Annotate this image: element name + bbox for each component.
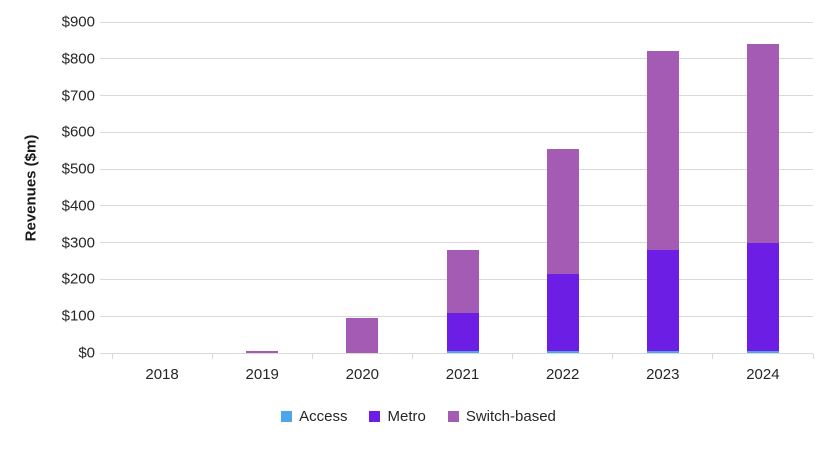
bar-segment-switch-based-2019	[246, 351, 279, 353]
x-tick-label: 2019	[245, 366, 279, 383]
x-axis-tick	[311, 354, 313, 359]
x-tick-label: 2024	[746, 366, 780, 383]
x-axis-tick	[612, 354, 614, 359]
bar-segment-access-2022	[546, 351, 579, 353]
bar-segment-metro-2022	[546, 273, 579, 352]
y-axis-tick	[100, 315, 112, 317]
gridline	[112, 58, 813, 60]
y-axis-tick	[100, 21, 112, 23]
y-tick-label: $900	[61, 13, 95, 31]
bar-segment-switch-based-2023	[646, 51, 679, 251]
legend-swatch	[369, 410, 381, 422]
legend: Access Metro Switch-based	[0, 403, 837, 429]
x-tick-label: 2020	[345, 366, 380, 383]
bar-segment-access-2023	[646, 351, 679, 353]
x-axis-tick	[411, 354, 413, 359]
y-tick-label: $800	[61, 50, 95, 68]
legend-swatch	[447, 410, 459, 422]
legend-item-switch-based: Switch-based	[447, 407, 556, 425]
legend-label: Switch-based	[465, 407, 556, 425]
bar-segment-metro-2023	[646, 250, 679, 352]
gridline	[112, 205, 813, 207]
bar-segment-switch-based-2022	[546, 148, 579, 274]
y-tick-label: $0	[78, 344, 95, 362]
y-tick-label: $300	[61, 234, 95, 252]
legend-label: Access	[299, 407, 348, 425]
x-axis-tick	[512, 354, 514, 359]
y-tick-label: $600	[61, 123, 95, 141]
gridline	[112, 131, 813, 133]
bar-segment-switch-based-2024	[746, 44, 779, 243]
gridline	[112, 168, 813, 170]
y-tick-label: $500	[61, 160, 95, 178]
bar-segment-switch-based-2020	[346, 318, 379, 353]
y-axis-tick	[100, 95, 112, 97]
bar-segment-metro-2021	[446, 312, 479, 352]
x-axis-tick	[211, 354, 213, 359]
gridline	[112, 352, 813, 354]
gridline	[112, 95, 813, 97]
x-axis-tick	[812, 354, 814, 359]
x-tick-label: 2022	[545, 366, 580, 383]
y-tick-label: $100	[61, 307, 95, 325]
x-tick-label: 2021	[445, 366, 480, 383]
plot-area	[112, 21, 813, 354]
x-axis-tick	[712, 354, 714, 359]
y-axis-tick	[100, 278, 112, 280]
bar-segment-access-2021	[446, 351, 479, 353]
legend-item-access: Access	[281, 408, 347, 425]
bar-segment-switch-based-2021	[446, 250, 479, 313]
legend-label: Metro	[387, 407, 426, 425]
x-axis: 2018 2019 2020 2021 2022 2023 2024	[111, 353, 814, 393]
bar-segment-access-2024	[746, 351, 779, 353]
bar-segment-metro-2024	[746, 242, 779, 352]
y-tick-label: $200	[61, 270, 95, 288]
y-axis-tick	[100, 242, 112, 244]
legend-swatch	[281, 410, 293, 422]
x-tick-label: 2023	[646, 366, 680, 383]
y-axis-tick	[100, 168, 112, 170]
gridline	[112, 242, 813, 244]
x-axis-tick	[111, 354, 113, 359]
x-tick-label: 2018	[145, 366, 179, 383]
y-tick-label: $400	[61, 197, 95, 215]
gridline	[112, 21, 813, 23]
y-axis-tick	[100, 58, 112, 60]
y-axis: $0 $100 $200 $300 $400 $500 $600 $700 $800 $900	[0, 14, 95, 362]
y-axis-tick	[100, 205, 112, 207]
legend-item-metro: Metro	[369, 407, 426, 425]
y-axis-tick	[100, 352, 112, 354]
y-axis-tick	[100, 131, 112, 133]
y-tick-label: $700	[61, 87, 95, 105]
